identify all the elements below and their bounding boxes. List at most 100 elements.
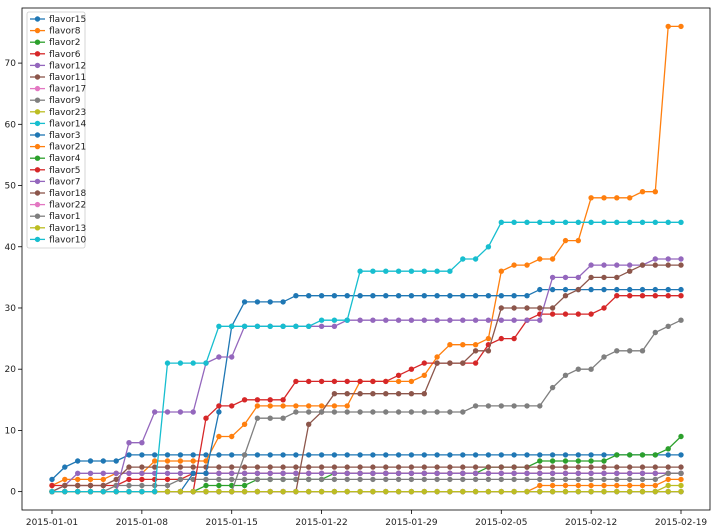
data-point-flavor8 [100, 476, 107, 483]
data-point-flavor5 [665, 293, 671, 299]
data-point-flavor15 [537, 452, 543, 458]
data-point-flavor15 [177, 452, 184, 458]
data-point-flavor2 [601, 458, 607, 464]
data-point-flavor15 [383, 452, 389, 458]
data-point-flavor15 [139, 452, 145, 458]
data-point-flavor13 [254, 488, 261, 495]
legend-label: flavor7 [49, 177, 80, 187]
data-point-flavor12 [421, 470, 427, 476]
data-point-flavor18 [549, 305, 556, 311]
data-point-flavor3 [434, 293, 440, 299]
data-point-flavor5 [562, 311, 569, 317]
data-point-flavor1 [562, 372, 569, 378]
data-point-flavor7 [614, 262, 620, 268]
data-point-flavor7 [370, 317, 376, 323]
data-point-flavor11 [254, 464, 261, 470]
data-point-flavor8 [614, 195, 620, 201]
data-point-flavor3 [588, 286, 594, 293]
data-point-flavor15 [49, 476, 55, 483]
data-point-flavor10 [395, 268, 402, 274]
data-point-flavor12 [344, 470, 350, 476]
data-point-flavor9 [549, 476, 556, 483]
data-point-flavor9 [331, 476, 338, 483]
data-point-flavor3 [241, 299, 248, 305]
data-point-flavor18 [357, 391, 363, 397]
data-point-flavor15 [126, 452, 132, 458]
data-point-flavor15 [421, 452, 427, 458]
data-point-flavor3 [344, 293, 350, 299]
data-point-flavor9 [575, 476, 581, 483]
data-point-flavor8 [447, 342, 453, 348]
data-point-flavor12 [588, 470, 594, 476]
data-point-flavor5 [678, 293, 684, 299]
data-point-flavor13 [241, 488, 248, 495]
data-point-flavor1 [331, 409, 338, 415]
data-point-flavor1 [241, 452, 248, 458]
data-point-flavor10 [318, 317, 325, 323]
legend-label: flavor12 [49, 61, 86, 71]
data-point-flavor13 [395, 488, 402, 495]
data-point-flavor13 [344, 488, 350, 495]
data-point-flavor3 [524, 293, 530, 299]
data-point-flavor1 [267, 415, 273, 421]
data-point-flavor12 [126, 470, 132, 476]
data-point-flavor7 [460, 317, 466, 323]
data-point-flavor11 [562, 464, 569, 470]
data-point-flavor7 [229, 354, 235, 360]
data-point-flavor10 [665, 219, 671, 225]
data-point-flavor10 [537, 219, 543, 225]
data-point-flavor11 [434, 464, 440, 470]
data-point-flavor13 [524, 488, 530, 495]
data-point-flavor11 [62, 482, 68, 489]
data-point-flavor5 [498, 335, 504, 342]
data-point-flavor12 [280, 470, 286, 476]
data-point-flavor8 [485, 335, 492, 342]
data-point-flavor10 [472, 256, 479, 262]
data-point-flavor7 [421, 317, 427, 323]
x-tick-label: 2015-01-01 [26, 518, 78, 528]
legend-label: flavor10 [49, 235, 86, 245]
data-point-flavor13 [318, 488, 325, 495]
data-point-flavor18 [524, 305, 530, 311]
data-point-flavor13 [639, 488, 646, 495]
data-point-flavor13 [280, 488, 286, 495]
data-point-flavor18 [344, 391, 350, 397]
data-point-flavor12 [216, 470, 222, 476]
data-point-flavor10 [344, 317, 350, 323]
data-point-flavor18 [498, 305, 504, 311]
data-point-flavor5 [344, 378, 350, 385]
data-point-flavor11 [318, 464, 325, 470]
data-point-flavor1 [472, 403, 479, 409]
data-point-flavor10 [254, 323, 261, 329]
data-point-flavor7 [177, 409, 184, 415]
data-point-flavor13 [203, 488, 209, 495]
data-point-flavor21 [639, 482, 646, 489]
data-point-flavor1 [511, 403, 517, 409]
data-point-flavor12 [241, 470, 248, 476]
data-point-flavor15 [549, 452, 556, 458]
data-point-flavor10 [627, 219, 633, 225]
data-point-flavor3 [254, 299, 261, 305]
data-point-flavor3 [357, 293, 363, 299]
legend-swatch-marker [34, 120, 41, 127]
legend-swatch-marker [34, 39, 41, 45]
data-point-flavor9 [126, 482, 132, 489]
data-point-flavor8 [190, 458, 196, 464]
data-point-flavor3 [331, 293, 338, 299]
data-point-flavor10 [75, 488, 81, 495]
data-point-flavor2 [575, 458, 581, 464]
data-point-flavor13 [447, 488, 453, 495]
data-point-flavor2 [537, 458, 543, 464]
legend-label: flavor21 [49, 143, 86, 153]
data-point-flavor21 [562, 482, 569, 489]
data-point-flavor15 [190, 452, 196, 458]
data-point-flavor15 [344, 452, 350, 458]
data-point-flavor13 [370, 488, 376, 495]
data-point-flavor5 [267, 397, 273, 403]
data-point-flavor11 [344, 464, 350, 470]
data-point-flavor1 [588, 366, 594, 372]
data-point-flavor9 [485, 476, 492, 483]
data-point-flavor21 [652, 482, 658, 489]
data-point-flavor9 [639, 476, 646, 483]
